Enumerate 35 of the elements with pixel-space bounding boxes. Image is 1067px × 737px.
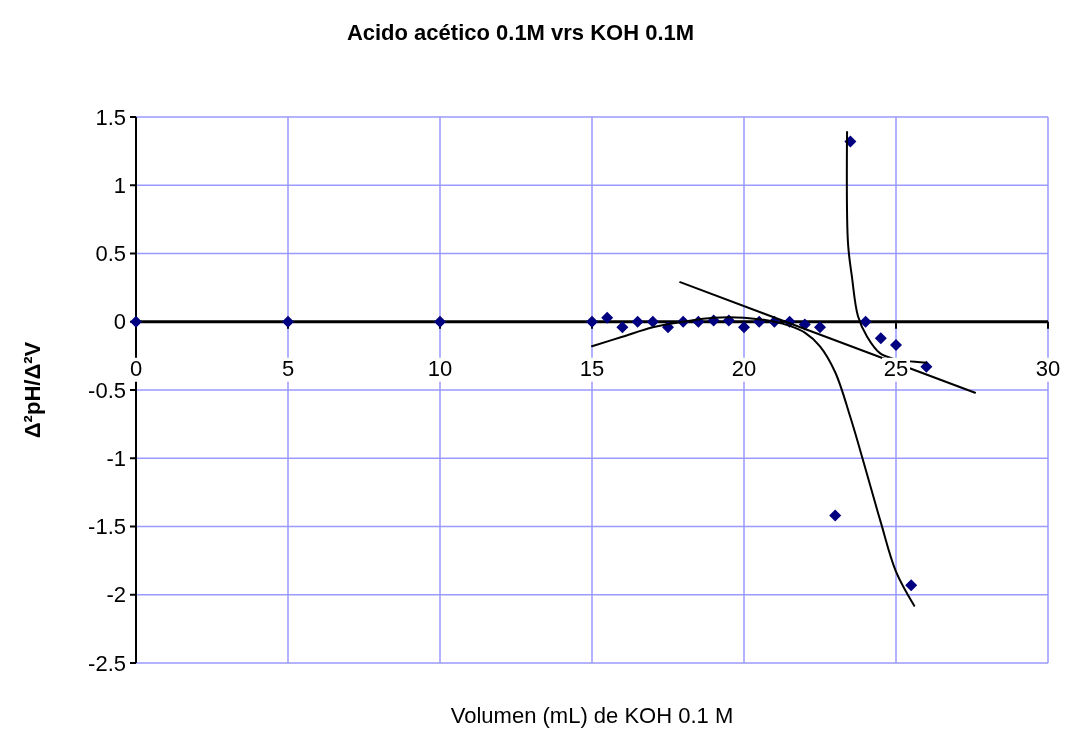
x-tick-label: 10 — [427, 355, 453, 381]
y-tick-label: -1 — [106, 445, 126, 471]
point — [586, 315, 598, 328]
point — [905, 579, 918, 592]
point — [601, 311, 614, 324]
point — [859, 315, 872, 328]
point — [282, 315, 294, 328]
x-axis-title: Volumen (mL) de KOH 0.1 M — [450, 703, 734, 728]
x-tick-label: 0 — [129, 355, 143, 381]
x-tick-label: 15 — [579, 355, 605, 381]
y-tick-label: 1.5 — [95, 104, 126, 130]
x-tick-label: 5 — [281, 355, 295, 381]
y-tick-label: 0.5 — [95, 241, 126, 267]
y-tick-label: -1.5 — [88, 514, 126, 540]
point — [814, 321, 826, 334]
chart-title: Acido acético 0.1M vrs KOH 0.1M — [346, 20, 695, 45]
point — [829, 509, 842, 522]
point — [738, 321, 750, 334]
y-tick-label: 1 — [113, 172, 126, 198]
y-axis-title: Δ²pH/Δ²V — [20, 341, 45, 439]
point — [434, 315, 446, 328]
point — [920, 360, 933, 373]
x-tick-label: 25 — [883, 355, 909, 381]
x-tick-label: 20 — [731, 355, 757, 381]
point — [631, 315, 644, 328]
y-tick-label: -2.5 — [88, 650, 126, 676]
y-tick-label: 0 — [113, 309, 126, 335]
y-tick-label: -0.5 — [88, 377, 126, 403]
x-tick-label: 30 — [1035, 355, 1061, 381]
point — [646, 315, 659, 328]
point — [616, 321, 629, 334]
y-tick-label: -2 — [106, 582, 126, 608]
point — [130, 315, 142, 328]
point — [890, 338, 902, 351]
point — [874, 332, 887, 345]
